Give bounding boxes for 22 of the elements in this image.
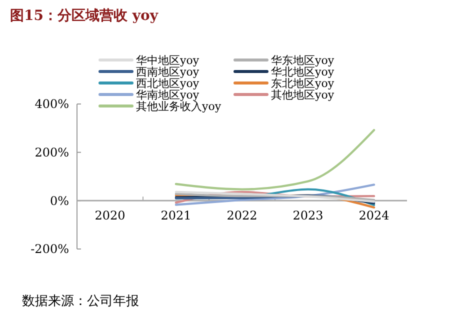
legend-label: 华东地区yoy <box>271 54 335 67</box>
y-tick-label: 200% <box>34 146 69 160</box>
legend-label: 西南地区yoy <box>136 65 200 78</box>
source-note: 数据来源：公司年报 <box>22 294 139 309</box>
legend-label: 西北地区yoy <box>136 76 200 90</box>
legend-label: 华南地区yoy <box>136 88 200 102</box>
chart-title: 图15：分区域营收 yoy <box>10 8 159 24</box>
legend-label: 华中地区yoy <box>136 54 200 67</box>
x-tick-label: 2022 <box>226 208 258 223</box>
legend-label: 其他地区yoy <box>271 88 335 102</box>
legend-label: 华北地区yoy <box>271 65 335 78</box>
y-tick-label: 400% <box>34 97 69 112</box>
legend-label: 其他业务收入yoy <box>136 100 222 113</box>
y-tick-label: 0% <box>50 194 69 208</box>
line-series <box>174 129 376 190</box>
y-tick-label: -200% <box>30 242 69 256</box>
line-series <box>174 184 376 206</box>
x-tick-label: 2024 <box>358 208 390 223</box>
x-tick-label: 2020 <box>94 208 126 223</box>
legend-label: 东北地区yoy <box>271 76 335 90</box>
x-tick-label: 2021 <box>160 208 192 223</box>
x-tick-label: 2023 <box>292 208 324 223</box>
